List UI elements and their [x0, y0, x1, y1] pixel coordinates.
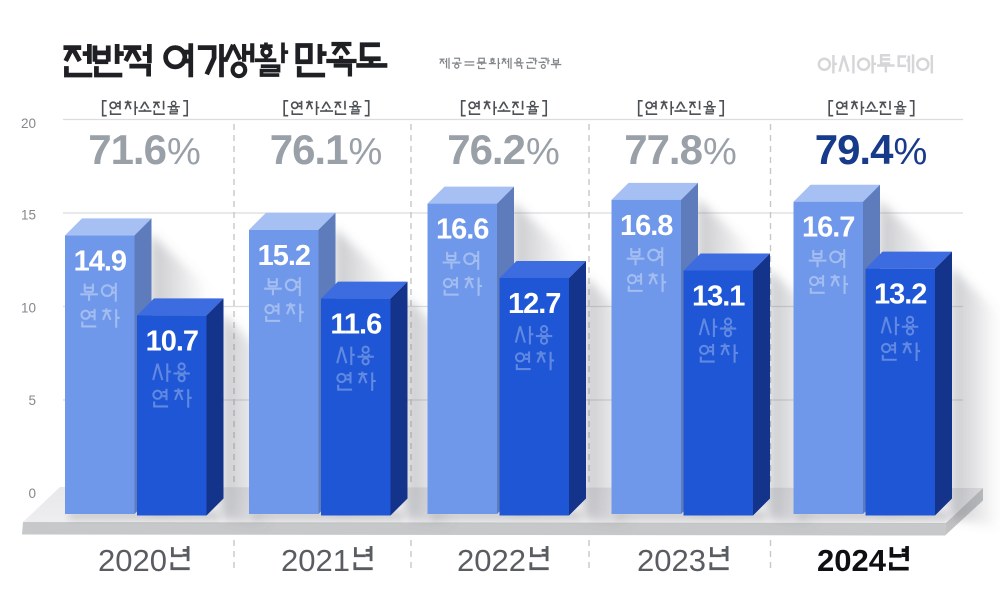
svg-text:10.7: 10.7 — [146, 325, 198, 357]
svg-text:15: 15 — [21, 207, 36, 222]
svg-text:16.6: 16.6 — [436, 214, 489, 246]
svg-text:0: 0 — [28, 486, 36, 501]
svg-text:2024: 2024 — [817, 543, 887, 578]
svg-text:71.6%: 71.6% — [88, 126, 201, 173]
svg-text:76.2%: 76.2% — [447, 126, 560, 173]
svg-text:79.4%: 79.4% — [815, 126, 928, 173]
svg-text:12.7: 12.7 — [508, 288, 560, 320]
svg-text:20: 20 — [21, 116, 36, 131]
svg-text:14.9: 14.9 — [74, 245, 127, 277]
svg-text:2021: 2021 — [281, 543, 350, 578]
svg-text:15.2: 15.2 — [258, 240, 310, 272]
svg-text:5: 5 — [28, 393, 36, 408]
svg-text:2020: 2020 — [98, 543, 167, 578]
svg-text:16.8: 16.8 — [620, 210, 673, 242]
svg-text:2022: 2022 — [457, 543, 526, 578]
svg-text:13.2: 13.2 — [874, 279, 926, 311]
svg-text:16.7: 16.7 — [802, 212, 854, 244]
svg-text:13.1: 13.1 — [692, 281, 745, 313]
svg-text:77.8%: 77.8% — [624, 126, 737, 173]
svg-text:10: 10 — [21, 301, 36, 316]
svg-text:11.6: 11.6 — [330, 309, 382, 341]
svg-text:2023: 2023 — [637, 543, 706, 578]
svg-text:76.1%: 76.1% — [270, 126, 383, 173]
